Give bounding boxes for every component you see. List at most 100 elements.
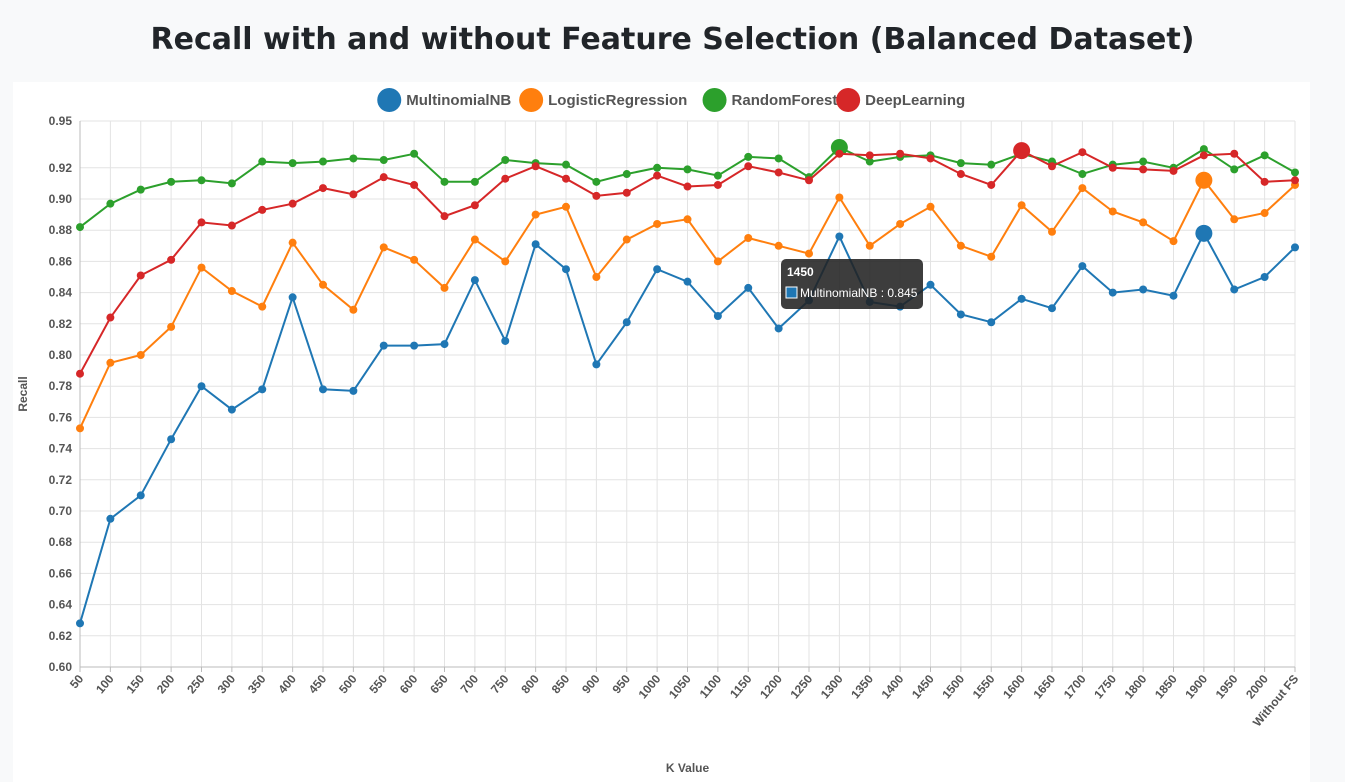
data-point[interactable] — [76, 369, 84, 378]
data-point[interactable] — [592, 191, 601, 200]
data-point[interactable] — [470, 177, 479, 186]
data-point[interactable] — [167, 255, 176, 264]
data-point[interactable] — [258, 205, 267, 214]
data-point[interactable] — [258, 157, 267, 166]
data-point[interactable] — [76, 619, 84, 628]
data-point[interactable] — [653, 163, 662, 172]
data-point[interactable] — [470, 276, 479, 285]
data-point[interactable] — [835, 193, 844, 202]
data-point[interactable] — [531, 162, 540, 171]
data-point[interactable] — [622, 188, 631, 197]
data-point[interactable] — [349, 154, 358, 163]
data-point[interactable] — [592, 273, 601, 281]
data-point[interactable] — [501, 156, 510, 164]
data-point[interactable] — [683, 277, 692, 286]
data-point[interactable] — [410, 341, 419, 350]
data-point[interactable] — [1291, 168, 1299, 177]
data-point[interactable] — [1078, 170, 1087, 179]
data-point[interactable] — [136, 491, 145, 500]
data-point[interactable] — [956, 159, 965, 168]
data-point[interactable] — [562, 174, 570, 183]
data-point[interactable] — [987, 160, 996, 169]
data-point[interactable] — [987, 252, 996, 261]
data-point[interactable] — [562, 265, 570, 274]
data-point[interactable] — [1078, 262, 1087, 271]
data-point[interactable] — [1260, 209, 1269, 218]
data-point[interactable] — [319, 184, 327, 193]
data-point[interactable] — [288, 199, 297, 208]
data-point[interactable] — [683, 165, 692, 174]
data-point[interactable] — [1195, 224, 1213, 242]
data-point[interactable] — [653, 265, 662, 274]
data-point[interactable] — [106, 199, 115, 208]
data-point[interactable] — [562, 202, 570, 211]
data-point[interactable] — [1017, 201, 1026, 210]
data-point[interactable] — [713, 257, 722, 266]
data-point[interactable] — [1078, 184, 1087, 193]
data-point[interactable] — [1230, 149, 1239, 158]
data-point[interactable] — [1048, 304, 1056, 313]
data-point[interactable] — [76, 424, 84, 433]
data-point[interactable] — [865, 157, 874, 166]
data-point[interactable] — [896, 219, 905, 228]
data-point[interactable] — [1230, 165, 1239, 174]
legend-item-randomforest[interactable]: RandomForest — [702, 88, 838, 112]
data-point[interactable] — [258, 302, 267, 311]
data-point[interactable] — [136, 185, 145, 194]
data-point[interactable] — [805, 176, 813, 185]
data-point[interactable] — [197, 218, 206, 227]
data-point[interactable] — [1260, 177, 1269, 186]
data-point[interactable] — [926, 280, 935, 289]
data-point[interactable] — [470, 201, 479, 210]
data-point[interactable] — [835, 149, 844, 158]
data-point[interactable] — [713, 171, 722, 180]
data-point[interactable] — [956, 310, 965, 319]
data-point[interactable] — [1048, 162, 1056, 171]
data-point[interactable] — [1048, 227, 1056, 236]
legend-item-deeplearning[interactable]: DeepLearning — [836, 88, 965, 112]
data-point[interactable] — [622, 235, 631, 244]
data-point[interactable] — [1108, 163, 1117, 172]
data-point[interactable] — [501, 336, 510, 345]
data-point[interactable] — [349, 305, 358, 314]
data-point[interactable] — [531, 240, 540, 249]
data-point[interactable] — [562, 160, 570, 169]
data-point[interactable] — [1260, 273, 1269, 281]
data-point[interactable] — [349, 190, 358, 199]
data-point[interactable] — [774, 324, 783, 333]
data-point[interactable] — [470, 235, 479, 244]
data-point[interactable] — [1169, 291, 1178, 300]
data-point[interactable] — [744, 162, 753, 171]
data-point[interactable] — [501, 257, 510, 266]
data-point[interactable] — [592, 360, 601, 369]
data-point[interactable] — [440, 177, 449, 186]
data-point[interactable] — [167, 177, 176, 186]
data-point[interactable] — [197, 176, 206, 185]
data-point[interactable] — [76, 223, 84, 232]
data-point[interactable] — [830, 139, 848, 157]
data-point[interactable] — [136, 351, 145, 359]
data-point[interactable] — [622, 170, 631, 179]
data-point[interactable] — [1108, 207, 1117, 216]
legend-item-logisticregression[interactable]: LogisticRegression — [519, 88, 687, 112]
data-point[interactable] — [835, 232, 844, 241]
data-point[interactable] — [774, 168, 783, 177]
data-point[interactable] — [1139, 157, 1148, 166]
data-point[interactable] — [1291, 176, 1299, 185]
data-point[interactable] — [956, 241, 965, 250]
data-point[interactable] — [227, 221, 236, 230]
data-point[interactable] — [106, 358, 115, 367]
data-point[interactable] — [956, 170, 965, 179]
data-point[interactable] — [592, 177, 601, 186]
data-point[interactable] — [1139, 285, 1148, 294]
data-point[interactable] — [227, 287, 236, 296]
data-point[interactable] — [379, 156, 388, 164]
data-point[interactable] — [683, 215, 692, 224]
data-point[interactable] — [167, 322, 176, 331]
data-point[interactable] — [1195, 171, 1213, 189]
data-point[interactable] — [744, 234, 753, 242]
data-point[interactable] — [926, 154, 935, 163]
data-point[interactable] — [258, 385, 267, 394]
data-point[interactable] — [865, 241, 874, 250]
data-point[interactable] — [1199, 145, 1208, 154]
